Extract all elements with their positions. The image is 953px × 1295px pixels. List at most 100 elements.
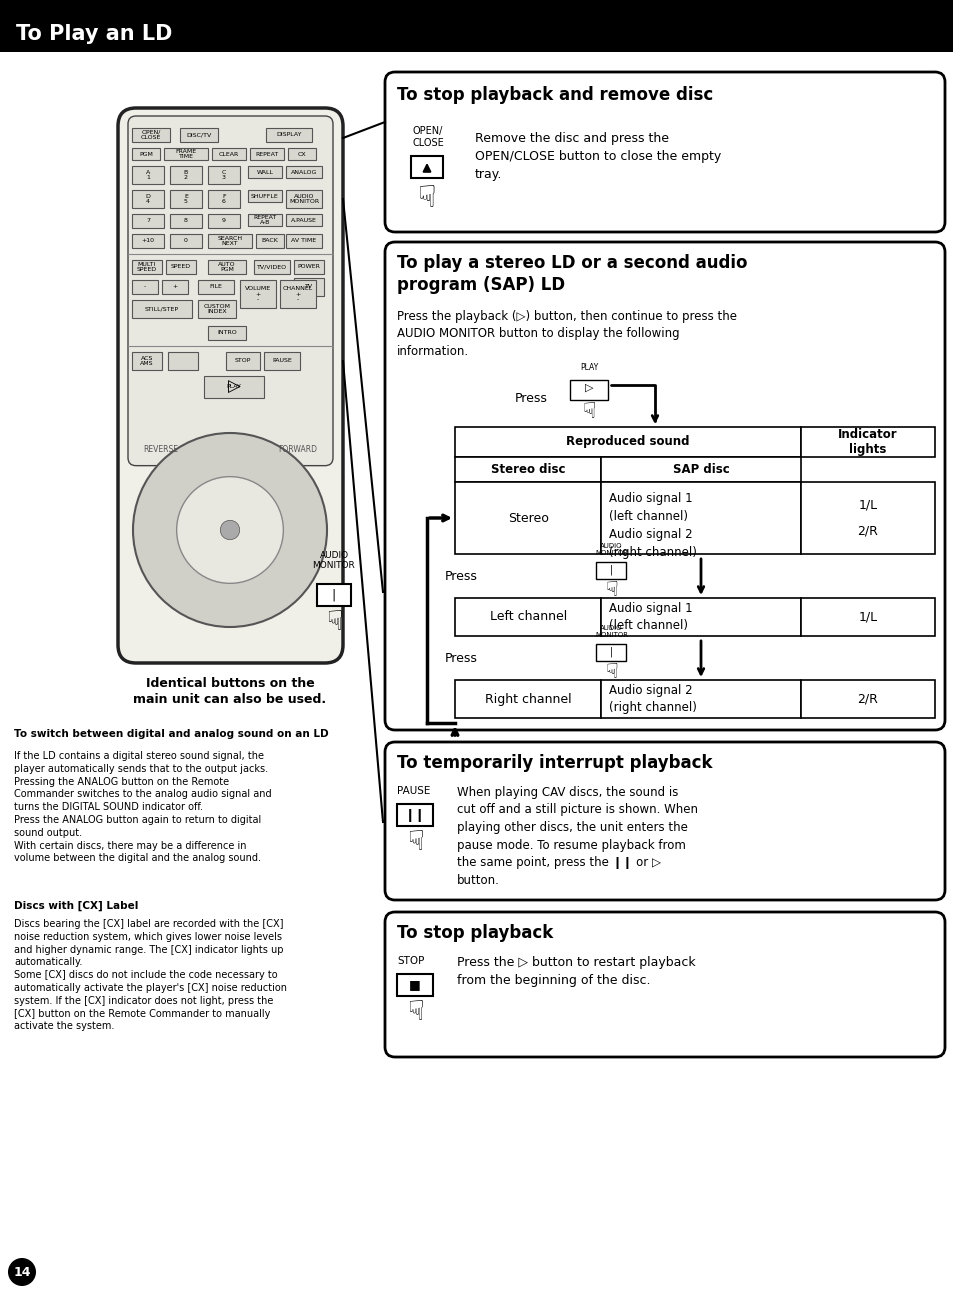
Bar: [600, 680, 800, 717]
Bar: [596, 562, 626, 579]
Text: F
6: F 6: [222, 193, 226, 205]
Bar: [455, 427, 800, 457]
Text: ☟: ☟: [604, 580, 618, 600]
Text: Press: Press: [515, 391, 547, 404]
Bar: [164, 148, 208, 161]
Bar: [455, 482, 600, 554]
Text: 1/L: 1/L: [858, 610, 877, 623]
Bar: [240, 280, 275, 308]
Text: 0: 0: [184, 238, 188, 243]
Text: D
4: D 4: [146, 193, 151, 205]
Circle shape: [220, 521, 239, 540]
Text: ☟: ☟: [406, 998, 423, 1026]
Text: AUDIO
MONITOR: AUDIO MONITOR: [289, 193, 318, 205]
Bar: [198, 300, 235, 319]
Bar: [226, 352, 260, 370]
Bar: [208, 214, 240, 228]
Text: REPEAT
A-B: REPEAT A-B: [253, 215, 276, 225]
Bar: [255, 234, 284, 249]
Text: To Play an LD: To Play an LD: [16, 25, 172, 44]
FancyBboxPatch shape: [385, 912, 944, 1057]
Text: FORWARD: FORWARD: [277, 445, 316, 455]
Bar: [162, 280, 188, 294]
Text: PLAY: PLAY: [579, 363, 598, 372]
Text: PLAY: PLAY: [226, 385, 241, 390]
Text: AUDIO
MONITOR: AUDIO MONITOR: [313, 552, 355, 570]
Bar: [168, 352, 198, 370]
Text: To stop playback and remove disc: To stop playback and remove disc: [396, 85, 713, 104]
Text: When playing CAV discs, the sound is
cut off and a still picture is shown. When
: When playing CAV discs, the sound is cut…: [456, 786, 698, 887]
Text: 9: 9: [222, 219, 226, 224]
Text: BACK: BACK: [261, 238, 278, 243]
Bar: [132, 234, 164, 249]
Bar: [248, 190, 282, 202]
Bar: [248, 166, 282, 177]
Text: C
3: C 3: [222, 170, 226, 180]
Bar: [294, 278, 324, 297]
Text: DISC/TV: DISC/TV: [186, 132, 212, 137]
Text: STILL/STEP: STILL/STEP: [145, 307, 179, 312]
FancyBboxPatch shape: [385, 73, 944, 232]
Bar: [132, 190, 164, 208]
Text: REPEAT: REPEAT: [255, 152, 278, 157]
Text: PGM: PGM: [139, 152, 152, 157]
Text: CHANNEL
+
-: CHANNEL + -: [283, 286, 313, 302]
Text: AUDIO
MONITOR: AUDIO MONITOR: [595, 544, 627, 556]
Text: PAUSE: PAUSE: [272, 359, 292, 364]
Bar: [132, 214, 164, 228]
Bar: [396, 804, 433, 826]
Text: Stereo: Stereo: [507, 512, 548, 524]
Bar: [266, 128, 312, 142]
Text: SHUFFLE: SHUFFLE: [251, 193, 278, 198]
Text: SEARCH
NEXT: SEARCH NEXT: [217, 236, 242, 246]
Text: Reproduced sound: Reproduced sound: [565, 435, 689, 448]
Text: ANALOG: ANALOG: [291, 170, 316, 175]
Bar: [286, 190, 322, 208]
Text: Discs with [CX] Label: Discs with [CX] Label: [14, 901, 138, 912]
Text: AUTO
PGM: AUTO PGM: [218, 262, 235, 272]
Text: Press: Press: [444, 651, 477, 664]
Text: CUSTOM
INDEX: CUSTOM INDEX: [203, 303, 231, 315]
Text: Indicator
lights: Indicator lights: [837, 429, 897, 456]
Text: E
5: E 5: [184, 193, 188, 205]
Text: VOLUME
+
-: VOLUME + -: [245, 286, 271, 302]
Text: ☟: ☟: [325, 607, 342, 636]
Bar: [411, 155, 442, 177]
Text: ☟: ☟: [581, 401, 595, 422]
Text: Press: Press: [444, 570, 477, 583]
Bar: [132, 352, 162, 370]
Text: WALL: WALL: [256, 170, 274, 175]
Bar: [208, 234, 252, 249]
Bar: [204, 376, 264, 398]
Text: FRAME
TIME: FRAME TIME: [175, 149, 196, 159]
Bar: [280, 280, 315, 308]
Text: TV/VIDEO: TV/VIDEO: [256, 264, 287, 269]
Text: Discs bearing the [CX] label are recorded with the [CX]
noise reduction system, : Discs bearing the [CX] label are recorde…: [14, 919, 287, 1031]
Bar: [0, 0, 953, 52]
Text: To stop playback: To stop playback: [396, 925, 553, 941]
Bar: [132, 166, 164, 184]
Bar: [208, 190, 240, 208]
Text: MULTI
SPEED: MULTI SPEED: [137, 262, 157, 272]
FancyBboxPatch shape: [118, 107, 343, 663]
Text: Audio signal 1
(left channel)
Audio signal 2
(right channel): Audio signal 1 (left channel) Audio sign…: [609, 492, 697, 559]
Bar: [248, 214, 282, 227]
Text: 14: 14: [13, 1265, 30, 1278]
Bar: [180, 128, 218, 142]
Text: ▷: ▷: [584, 383, 593, 392]
Bar: [286, 166, 322, 177]
Bar: [455, 598, 600, 636]
Bar: [170, 214, 202, 228]
Bar: [294, 260, 324, 275]
Text: |: |: [609, 565, 613, 575]
Text: Audio signal 1
(left channel): Audio signal 1 (left channel): [609, 602, 692, 632]
Text: INTRO: INTRO: [217, 330, 236, 335]
Bar: [600, 598, 800, 636]
Bar: [198, 280, 233, 294]
Bar: [800, 680, 934, 717]
Bar: [132, 280, 158, 294]
Bar: [264, 352, 299, 370]
Text: 2/R: 2/R: [857, 693, 878, 706]
Bar: [288, 148, 315, 161]
Text: STOP: STOP: [234, 359, 251, 364]
